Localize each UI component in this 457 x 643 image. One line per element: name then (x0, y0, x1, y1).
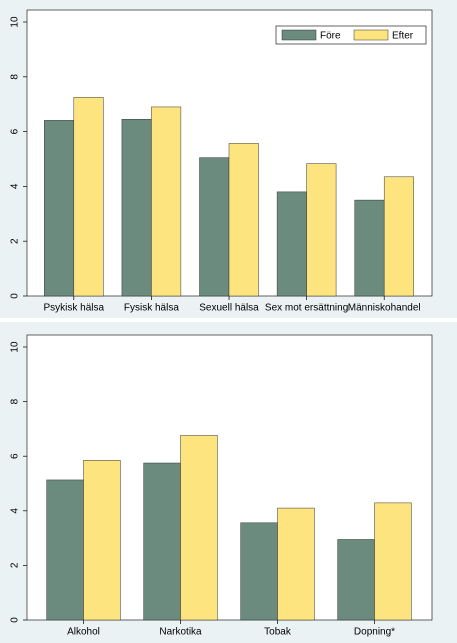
x-tick-label: Alkohol (67, 627, 100, 638)
bar (306, 163, 337, 297)
y-tick-label: 10 (10, 341, 21, 353)
x-tick-label: Psykisk hälsa (44, 303, 105, 314)
bar (228, 143, 259, 297)
legend-label: Före (320, 31, 341, 42)
bar (180, 435, 218, 621)
bar (276, 191, 307, 297)
y-tick-label: 4 (10, 183, 21, 189)
x-tick-label: Tobak (264, 627, 292, 638)
x-tick-label: Fysisk hälsa (124, 303, 179, 314)
y-tick-label: 10 (10, 16, 21, 28)
y-tick-label: 4 (10, 508, 21, 514)
y-tick-label: 8 (10, 398, 21, 404)
x-tick-label: Sex mot ersättning (265, 303, 348, 314)
x-tick-label: Narkotika (159, 627, 202, 638)
legend-label: Efter (392, 31, 414, 42)
y-tick-label: 6 (10, 128, 21, 134)
bar (277, 507, 315, 621)
y-tick-label: 0 (10, 293, 21, 299)
bar (143, 462, 181, 621)
bar (383, 176, 414, 297)
bar (354, 199, 385, 297)
y-tick-label: 2 (10, 238, 21, 244)
x-tick-label: Människohandel (348, 303, 421, 314)
bar (199, 157, 230, 297)
y-tick-label: 8 (10, 74, 21, 80)
y-tick-label: 6 (10, 453, 21, 459)
bar (121, 119, 152, 297)
x-tick-label: Sexuell hälsa (199, 303, 259, 314)
bar (151, 106, 182, 297)
bar (73, 97, 104, 297)
bar (337, 539, 375, 621)
bar (240, 522, 278, 621)
legend-swatch (281, 29, 317, 41)
y-tick-label: 0 (10, 617, 21, 623)
bar (83, 460, 121, 621)
legend-swatch (353, 29, 389, 41)
x-tick-label: Dopning* (354, 627, 395, 638)
y-tick-label: 2 (10, 562, 21, 568)
bar (44, 120, 75, 297)
bar (46, 479, 84, 621)
bar (374, 502, 412, 621)
